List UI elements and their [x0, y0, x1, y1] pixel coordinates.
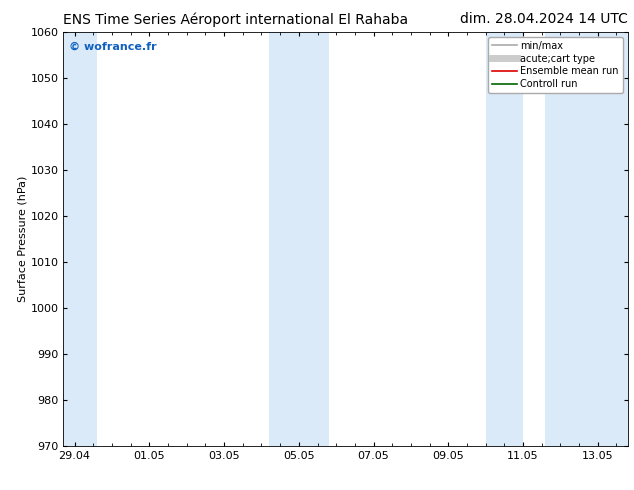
- Text: ENS Time Series Aéroport international El Rahaba: ENS Time Series Aéroport international E…: [63, 12, 408, 27]
- Bar: [545, 32, 628, 446]
- Bar: [486, 32, 523, 446]
- Legend: min/max, acute;cart type, Ensemble mean run, Controll run: min/max, acute;cart type, Ensemble mean …: [488, 37, 623, 93]
- Bar: [63, 32, 97, 446]
- Y-axis label: Surface Pressure (hPa): Surface Pressure (hPa): [18, 176, 28, 302]
- Text: © wofrance.fr: © wofrance.fr: [69, 42, 157, 52]
- Bar: [269, 32, 328, 446]
- Text: dim. 28.04.2024 14 UTC: dim. 28.04.2024 14 UTC: [460, 12, 628, 26]
